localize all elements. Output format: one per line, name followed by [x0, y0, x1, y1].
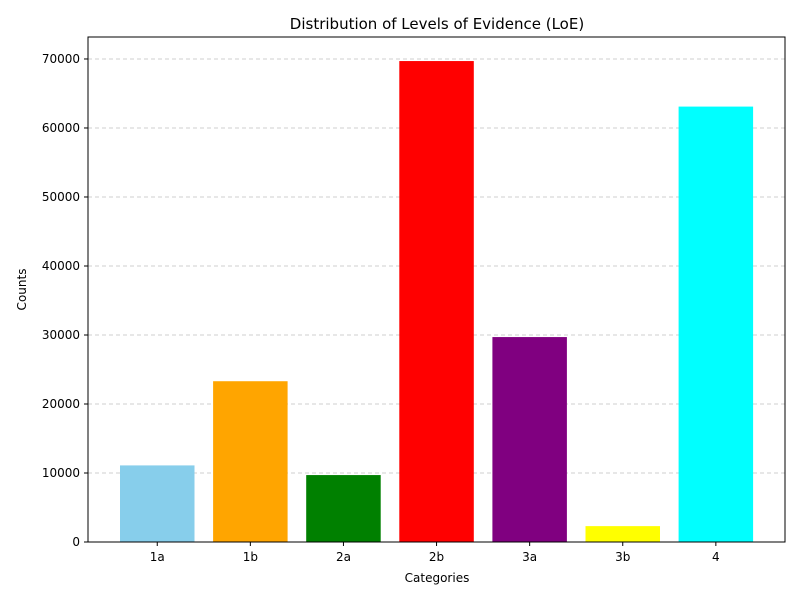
x-tick-label-3b: 3b [615, 550, 630, 564]
y-tick-label: 0 [72, 535, 80, 549]
bar-3a [492, 337, 567, 542]
x-tick-label-4: 4 [712, 550, 720, 564]
x-tick-label-2a: 2a [336, 550, 351, 564]
y-tick-label: 30000 [42, 328, 80, 342]
bar-3b [585, 526, 660, 542]
x-tick-label-3a: 3a [522, 550, 537, 564]
y-tick-label: 20000 [42, 397, 80, 411]
x-axis-label: Categories [405, 571, 470, 585]
y-tick-label: 40000 [42, 259, 80, 273]
x-tick-label-2b: 2b [429, 550, 444, 564]
y-tick-label: 10000 [42, 466, 80, 480]
x-tick-label-1b: 1b [243, 550, 258, 564]
y-axis-label: Counts [15, 269, 29, 311]
y-axis-ticks: 0 10000 20000 30000 40000 50000 60000 70000 [42, 52, 88, 549]
y-tick-label: 60000 [42, 121, 80, 135]
bar-4 [678, 106, 754, 543]
x-tick-label-1a: 1a [150, 550, 165, 564]
bar-2b [399, 61, 474, 543]
chart-title: Distribution of Levels of Evidence (LoE) [290, 15, 584, 33]
y-tick-label: 70000 [42, 52, 80, 66]
bars [120, 61, 754, 543]
x-axis-ticks: 1a 1b 2a 2b 3a 3b 4 [150, 542, 720, 564]
bar-2a [306, 475, 381, 542]
y-tick-label: 50000 [42, 190, 80, 204]
bar-1a [120, 465, 195, 542]
bar-1b [213, 381, 288, 542]
